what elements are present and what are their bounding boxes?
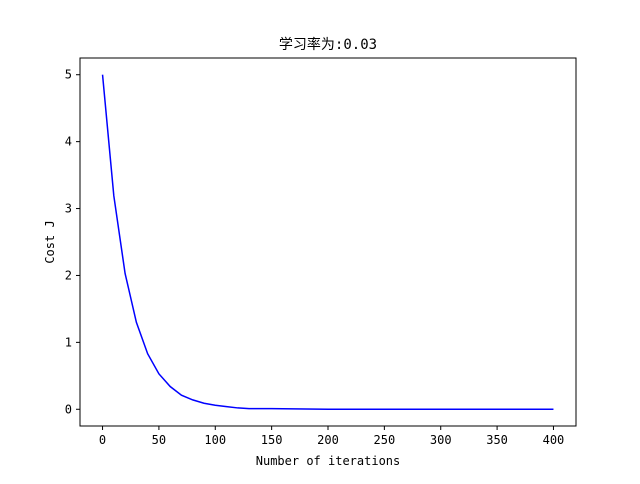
y-tick-label: 3 bbox=[65, 202, 72, 216]
x-tick-label: 150 bbox=[261, 433, 283, 447]
x-axis-label: Number of iterations bbox=[256, 454, 401, 468]
y-tick-label: 5 bbox=[65, 68, 72, 82]
x-tick-label: 300 bbox=[430, 433, 452, 447]
chart-title: 学习率为:0.03 bbox=[279, 36, 377, 53]
y-tick-label: 4 bbox=[65, 135, 72, 149]
y-tick-label: 0 bbox=[65, 402, 72, 416]
plot-frame bbox=[79, 57, 577, 427]
x-tick-label: 200 bbox=[317, 433, 339, 447]
y-tick-label: 2 bbox=[65, 268, 72, 282]
x-tick-label: 250 bbox=[374, 433, 396, 447]
x-tick-label: 100 bbox=[204, 433, 226, 447]
y-tick-label: 1 bbox=[65, 335, 72, 349]
x-tick-label: 400 bbox=[543, 433, 565, 447]
x-tick-label: 50 bbox=[152, 433, 166, 447]
y-axis-label: Cost J bbox=[43, 220, 57, 263]
x-tick-label: 0 bbox=[99, 433, 106, 447]
x-tick-label: 350 bbox=[486, 433, 508, 447]
line-series bbox=[101, 74, 554, 411]
